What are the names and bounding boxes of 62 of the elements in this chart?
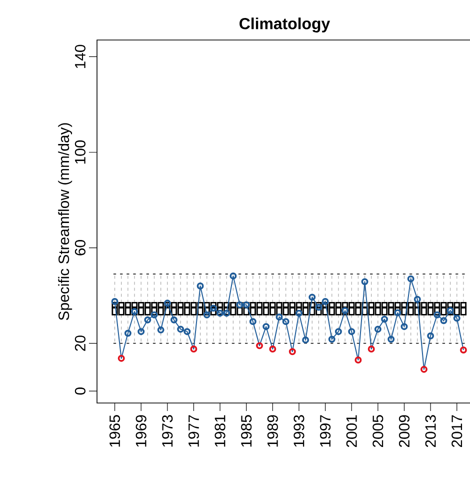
point [118, 354, 125, 362]
point [196, 282, 204, 290]
y-tick-label: 140 [74, 44, 86, 68]
point [420, 366, 428, 373]
point [374, 326, 382, 333]
x-tick-label: 1981 [214, 415, 226, 447]
point [407, 275, 414, 282]
point [184, 328, 191, 336]
y-tick-label: 60 [74, 240, 86, 256]
point [150, 311, 158, 318]
point [144, 316, 152, 324]
point [322, 298, 329, 305]
chart-title: Climatology [240, 18, 330, 32]
point [334, 328, 342, 336]
point [308, 294, 316, 301]
point [368, 346, 375, 353]
x-tick-label: 2009 [398, 415, 410, 448]
point [157, 326, 164, 334]
x-tick-label: 1965 [109, 415, 120, 447]
point [361, 278, 368, 286]
point [177, 326, 184, 333]
y-tick-label: 100 [74, 140, 86, 164]
point [348, 328, 356, 336]
point [203, 311, 210, 318]
point [282, 318, 290, 326]
x-tick-label: 2001 [346, 415, 357, 448]
point [381, 316, 388, 323]
point [328, 336, 336, 343]
point [440, 317, 448, 324]
x-tick-label: 2005 [372, 415, 384, 448]
point [190, 346, 198, 353]
y-tick-label: 20 [74, 336, 86, 351]
point [138, 328, 145, 336]
point [434, 311, 441, 318]
point [262, 323, 270, 330]
point [414, 296, 421, 303]
point [249, 318, 256, 326]
point [302, 336, 310, 344]
point [460, 346, 467, 354]
x-tick-label: 1989 [267, 415, 278, 447]
point [256, 342, 263, 350]
x-tick-label: 1985 [241, 415, 252, 447]
point [400, 323, 408, 330]
x-tick-label: 1993 [294, 415, 304, 447]
point [269, 346, 276, 353]
x-tick-label: 1969 [136, 415, 146, 447]
point [230, 272, 237, 280]
point [354, 356, 362, 364]
point [453, 314, 460, 322]
x-tick-label: 2017 [452, 415, 462, 448]
point [388, 336, 395, 343]
point [170, 316, 178, 324]
point [427, 332, 434, 340]
y-tick-label: 0 [74, 387, 86, 395]
x-tick-label: 1973 [162, 415, 173, 447]
point [276, 314, 283, 321]
x-tick-label: 1997 [320, 415, 331, 447]
y-axis-title: Specific Streamflow (mm/day) [58, 123, 72, 320]
x-tick-label: 2013 [425, 415, 436, 448]
point [288, 348, 296, 356]
point [124, 330, 132, 337]
x-tick-label: 1977 [188, 415, 199, 447]
